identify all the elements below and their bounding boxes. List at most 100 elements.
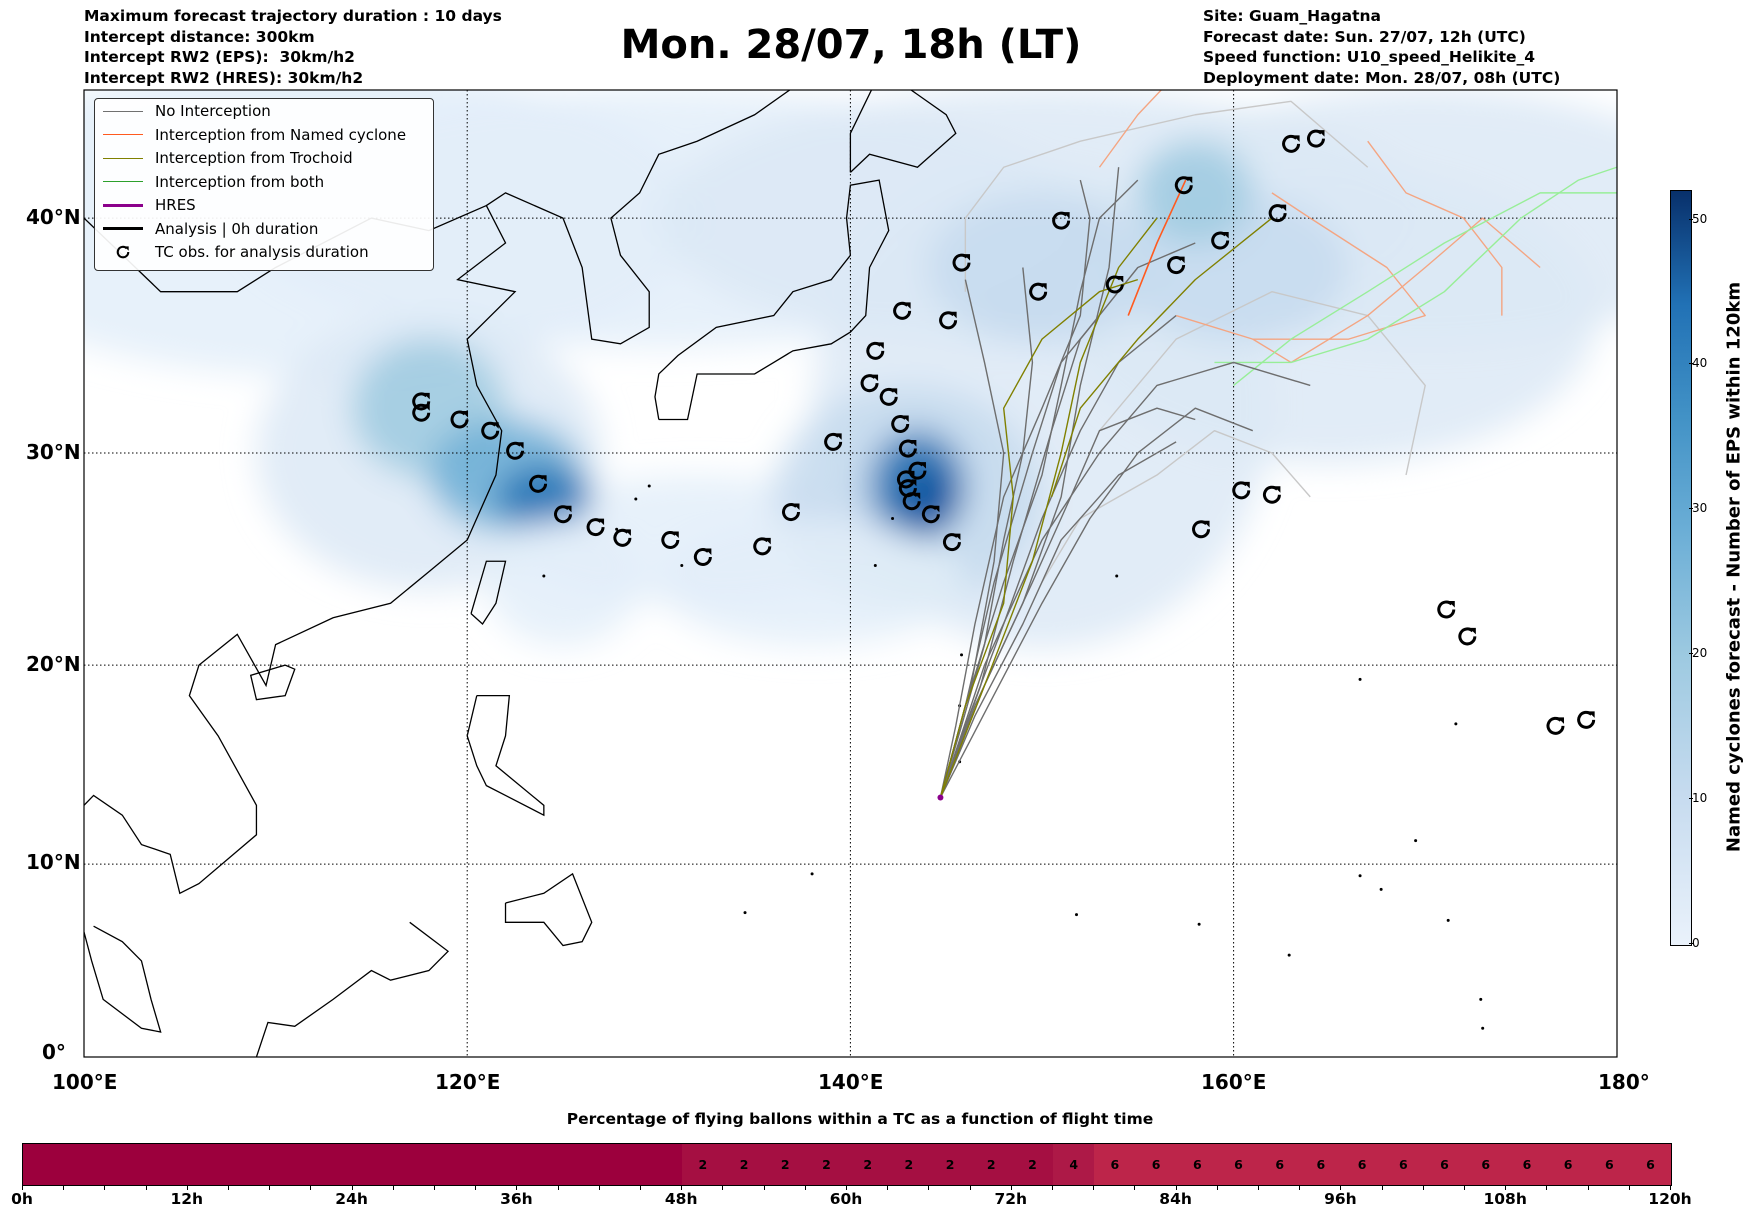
flight-time-tick bbox=[1134, 1185, 1136, 1190]
tc-marker-arrowhead bbox=[1279, 204, 1287, 212]
island bbox=[1479, 997, 1483, 1001]
tc-marker-icon bbox=[1174, 176, 1193, 195]
flight-time-tick-label: 60h bbox=[829, 1190, 863, 1208]
flight-time-tick-label: 0h bbox=[11, 1190, 33, 1208]
tc-marker-arc bbox=[412, 403, 431, 422]
legend-item-trochoid: Interception from Trochoid bbox=[103, 147, 353, 169]
flight-time-tick-label: 108h bbox=[1483, 1190, 1527, 1208]
flight-time-tick bbox=[1010, 1185, 1012, 1190]
tc-marker-arc bbox=[529, 474, 548, 493]
legend-item-hres: HRES bbox=[103, 194, 196, 216]
tc-marker-arrowhead bbox=[932, 505, 940, 513]
flight-time-cell: 2 bbox=[970, 1144, 1012, 1185]
tc-marker-arrowhead bbox=[1222, 232, 1229, 239]
density-blob bbox=[658, 518, 966, 647]
tc-marker-arc bbox=[942, 533, 961, 552]
tc-marker-arrowhead bbox=[672, 531, 679, 538]
legend-item-no-interception: No Interception bbox=[103, 100, 271, 122]
tc-marker-arrowhead bbox=[877, 342, 884, 349]
trajectory-light bbox=[1041, 430, 1311, 583]
tc-marker-icon bbox=[893, 301, 912, 320]
flight-time-tick-label: 84h bbox=[1159, 1190, 1192, 1208]
tc-marker-icon bbox=[103, 245, 143, 259]
legend-swatch bbox=[103, 203, 143, 207]
trajectories bbox=[937, 90, 1617, 801]
flight-time-cell: 6 bbox=[1423, 1144, 1466, 1185]
tc-marker-icon bbox=[1192, 520, 1211, 539]
flight-time-cell: 2 bbox=[888, 1144, 930, 1185]
legend-label: Interception from both bbox=[155, 172, 325, 191]
flight-time-cell: 6 bbox=[1341, 1144, 1383, 1185]
flight-time-cell: 2 bbox=[1011, 1144, 1054, 1185]
trajectory-none bbox=[939, 407, 1254, 798]
colorbar-tick: 0 bbox=[1689, 936, 1700, 950]
lat-label-0: 0° bbox=[42, 1040, 66, 1064]
flight-time-tick-label: 96h bbox=[1324, 1190, 1357, 1208]
flight-time-tick bbox=[22, 1185, 23, 1190]
tc-marker-arrowhead bbox=[492, 422, 499, 429]
tc-marker-arc bbox=[753, 537, 772, 556]
tc-marker-icon bbox=[952, 253, 971, 272]
tc-marker-arrowhead bbox=[890, 388, 898, 395]
density-blob bbox=[1137, 141, 1253, 245]
tc-marker-icon bbox=[1211, 231, 1230, 250]
tc-marker-arc bbox=[506, 441, 525, 460]
intercept-distance-text: Intercept distance: 300km bbox=[84, 27, 315, 46]
coastline bbox=[654, 179, 890, 421]
density-blob bbox=[486, 518, 640, 647]
colorbar bbox=[1670, 190, 1692, 946]
flight-time-cell: 6 bbox=[1094, 1144, 1136, 1185]
tc-marker-arrowhead bbox=[423, 392, 430, 400]
flight-time-cell: 2 bbox=[682, 1144, 724, 1185]
flight-time-tick bbox=[1258, 1185, 1259, 1190]
tc-marker-arc bbox=[952, 253, 971, 272]
flight-time-cell bbox=[311, 1144, 353, 1185]
flight-time-tick bbox=[145, 1185, 147, 1190]
tc-marker-arrowhead bbox=[1243, 481, 1250, 489]
coastline bbox=[849, 90, 957, 173]
tc-marker-arc bbox=[586, 518, 605, 537]
tc-marker-icon bbox=[1577, 710, 1596, 729]
trajectory-light bbox=[1098, 290, 1426, 476]
trajectory-salmon bbox=[1098, 90, 1163, 168]
trajectory-green bbox=[1233, 192, 1617, 386]
trajectory-none bbox=[939, 167, 1120, 798]
flight-time-cell: 6 bbox=[1300, 1144, 1342, 1185]
tc-marker-icon bbox=[896, 470, 915, 489]
lon-label-180: 180° bbox=[1598, 1070, 1650, 1094]
flight-time-cell bbox=[187, 1144, 230, 1185]
page-title: Mon. 28/07, 18h (LT) bbox=[620, 22, 1082, 68]
tc-marker-arrowhead bbox=[517, 442, 524, 449]
tc-marker-icon bbox=[782, 503, 801, 521]
gridlines bbox=[84, 90, 1617, 1057]
tc-marker-arc bbox=[939, 311, 958, 330]
tc-marker-icon bbox=[529, 474, 548, 493]
lat-label-10n: 10°N bbox=[26, 850, 81, 874]
flight-time-cell: 2 bbox=[929, 1144, 971, 1185]
flight-time-cell: 6 bbox=[1217, 1144, 1260, 1185]
legend-swatch bbox=[103, 227, 143, 230]
flight-time-cell: 6 bbox=[1465, 1144, 1507, 1185]
flight-time-tick bbox=[392, 1185, 394, 1190]
flight-time-cell: 4 bbox=[1053, 1144, 1095, 1185]
tc-marker-arrowhead bbox=[1469, 627, 1476, 635]
trajectory-none bbox=[939, 441, 1177, 798]
tc-marker-icon bbox=[1458, 627, 1477, 646]
tc-marker-arc bbox=[613, 528, 632, 547]
tc-marker-icon bbox=[939, 311, 958, 330]
flight-time-tick bbox=[557, 1185, 559, 1190]
flight-time-cell bbox=[393, 1144, 436, 1185]
trajectory-salmon bbox=[1367, 140, 1503, 316]
island bbox=[743, 911, 747, 915]
trajectory-none bbox=[939, 242, 1196, 798]
tc-marker-arc bbox=[893, 301, 912, 320]
island bbox=[1379, 887, 1383, 891]
flight-time-tick bbox=[228, 1185, 229, 1190]
flight-time-cell: 6 bbox=[1547, 1144, 1589, 1185]
legend-item-analysis: Analysis | 0h duration bbox=[103, 218, 318, 240]
tc-marker-arrowhead bbox=[909, 479, 917, 487]
tc-marker-icon bbox=[902, 492, 921, 511]
tc-marker-icon bbox=[1546, 716, 1565, 735]
tc-marker-icon bbox=[586, 518, 605, 537]
